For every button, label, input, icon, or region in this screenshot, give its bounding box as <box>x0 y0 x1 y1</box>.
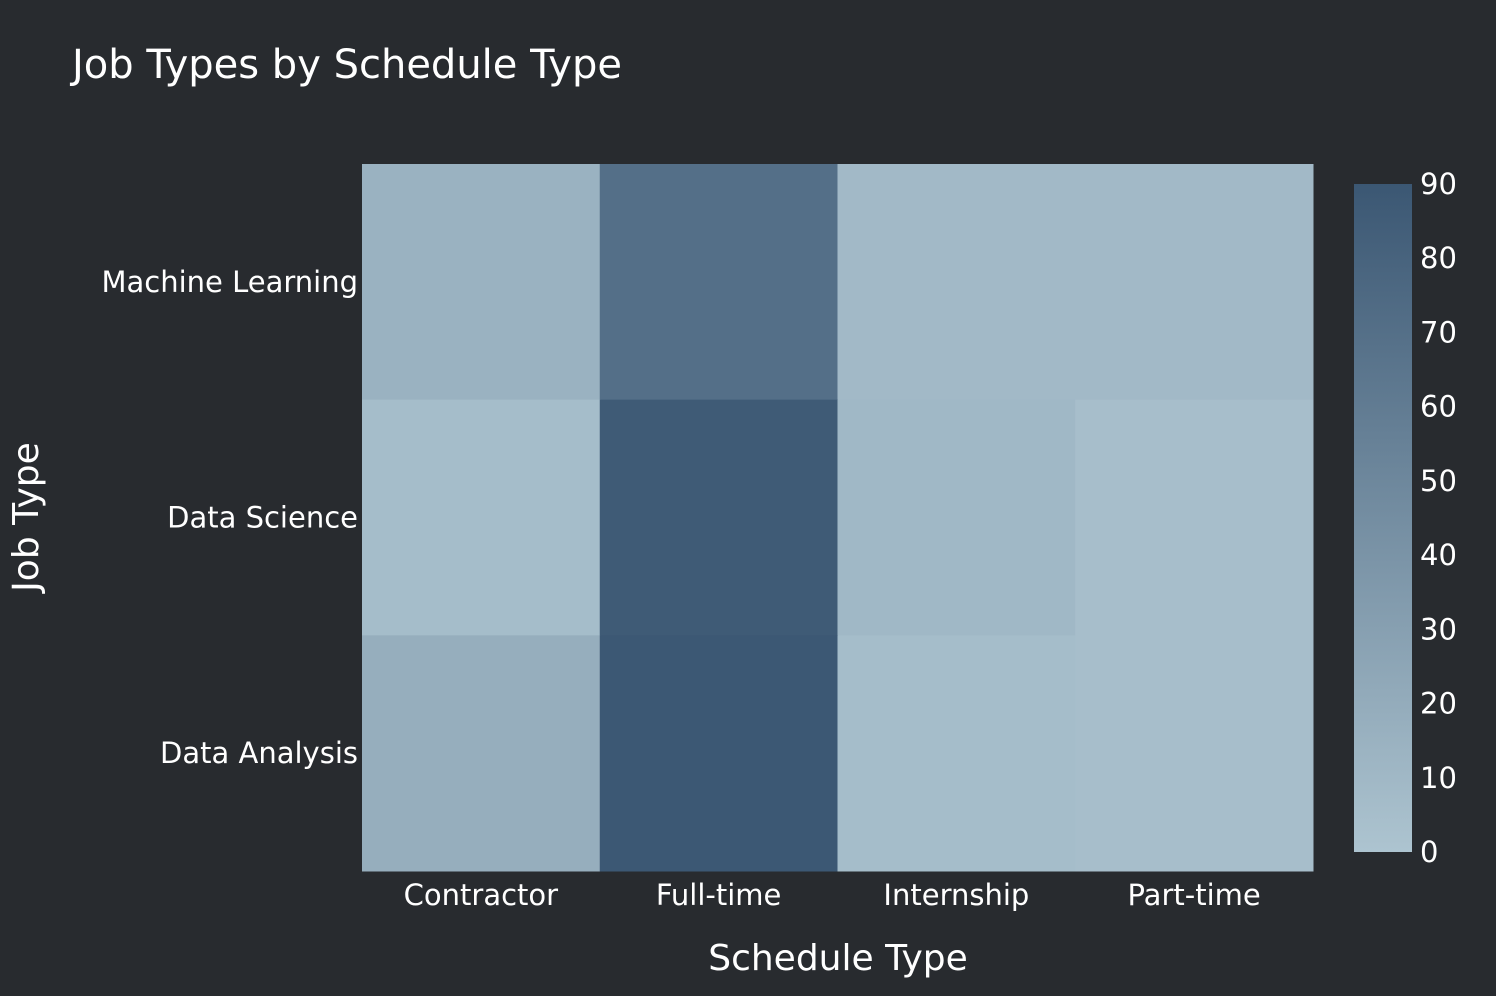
heatmap-cell <box>362 635 601 872</box>
heatmap-cell <box>362 164 601 401</box>
heatmap-cell <box>1075 399 1314 636</box>
y-tick-label: Machine Learning <box>101 265 358 299</box>
heatmap-cell <box>837 399 1076 636</box>
colorbar-tick-label: 10 <box>1420 761 1457 795</box>
heatmap-cell <box>837 635 1076 872</box>
y-axis-ticks: Machine Learning Data Science Data Analysi… <box>101 265 358 770</box>
x-tick-label: Internship <box>883 878 1029 912</box>
heatmap-cell <box>599 164 838 401</box>
colorbar <box>1354 184 1412 852</box>
x-tick-label: Full-time <box>656 878 782 912</box>
colorbar-tick-label: 0 <box>1420 835 1438 869</box>
heatmap-cells <box>362 164 1314 872</box>
colorbar-tick-label: 60 <box>1420 390 1457 424</box>
heatmap-cell <box>599 399 838 636</box>
heatmap-cell <box>1075 164 1314 401</box>
heatmap-cell <box>837 164 1076 401</box>
colorbar-tick-label: 40 <box>1420 538 1457 572</box>
x-tick-label: Part-time <box>1128 878 1261 912</box>
y-tick-label: Data Science <box>167 501 358 535</box>
colorbar-tick-label: 80 <box>1420 241 1457 275</box>
heatmap-cell <box>362 399 601 636</box>
colorbar-tick-label: 70 <box>1420 315 1457 349</box>
chart-title: Job Types by Schedule Type <box>69 42 622 88</box>
x-tick-label: Contractor <box>404 878 558 912</box>
colorbar-tick-label: 30 <box>1420 612 1457 646</box>
colorbar-tick-label: 90 <box>1420 167 1457 201</box>
x-axis-ticks: Contractor Full-time Internship Part-time <box>404 878 1261 912</box>
y-tick-label: Data Analysis <box>160 736 358 770</box>
x-axis-title: Schedule Type <box>708 938 968 979</box>
heatmap-cell <box>599 635 838 872</box>
colorbar-tick-label: 20 <box>1420 687 1457 721</box>
colorbar-tick-label: 50 <box>1420 464 1457 498</box>
heatmap-cell <box>1075 635 1314 872</box>
y-axis-title: Job Type <box>6 442 47 594</box>
colorbar-ticks: 0 10 20 30 40 50 60 70 80 90 <box>1420 167 1457 869</box>
